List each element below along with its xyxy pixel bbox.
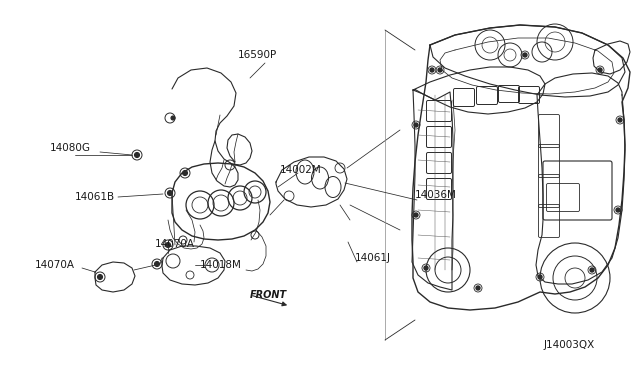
Text: 14061B: 14061B [75,192,115,202]
Text: 14061J: 14061J [355,253,391,263]
Circle shape [590,268,594,272]
Text: J14003QX: J14003QX [544,340,595,350]
Circle shape [97,275,102,279]
Circle shape [166,243,170,247]
Circle shape [538,275,542,279]
Circle shape [438,68,442,72]
Circle shape [182,170,188,176]
Text: 14036M: 14036M [415,190,457,200]
Text: 16590P: 16590P [238,50,277,60]
Text: 14018M: 14018M [200,260,242,270]
Circle shape [523,53,527,57]
Text: FRONT: FRONT [250,290,287,300]
Circle shape [476,286,480,290]
Circle shape [414,123,418,127]
Circle shape [171,116,175,120]
Text: 14080G: 14080G [50,143,91,153]
Circle shape [168,190,173,196]
Circle shape [430,68,434,72]
Circle shape [618,118,622,122]
Text: 14002M: 14002M [280,165,322,175]
Text: 14070A: 14070A [155,239,195,249]
Text: 14070A: 14070A [35,260,75,270]
Circle shape [134,153,140,157]
Circle shape [598,68,602,72]
Circle shape [424,266,428,270]
Circle shape [154,262,159,266]
Circle shape [414,213,418,217]
Circle shape [616,208,620,212]
